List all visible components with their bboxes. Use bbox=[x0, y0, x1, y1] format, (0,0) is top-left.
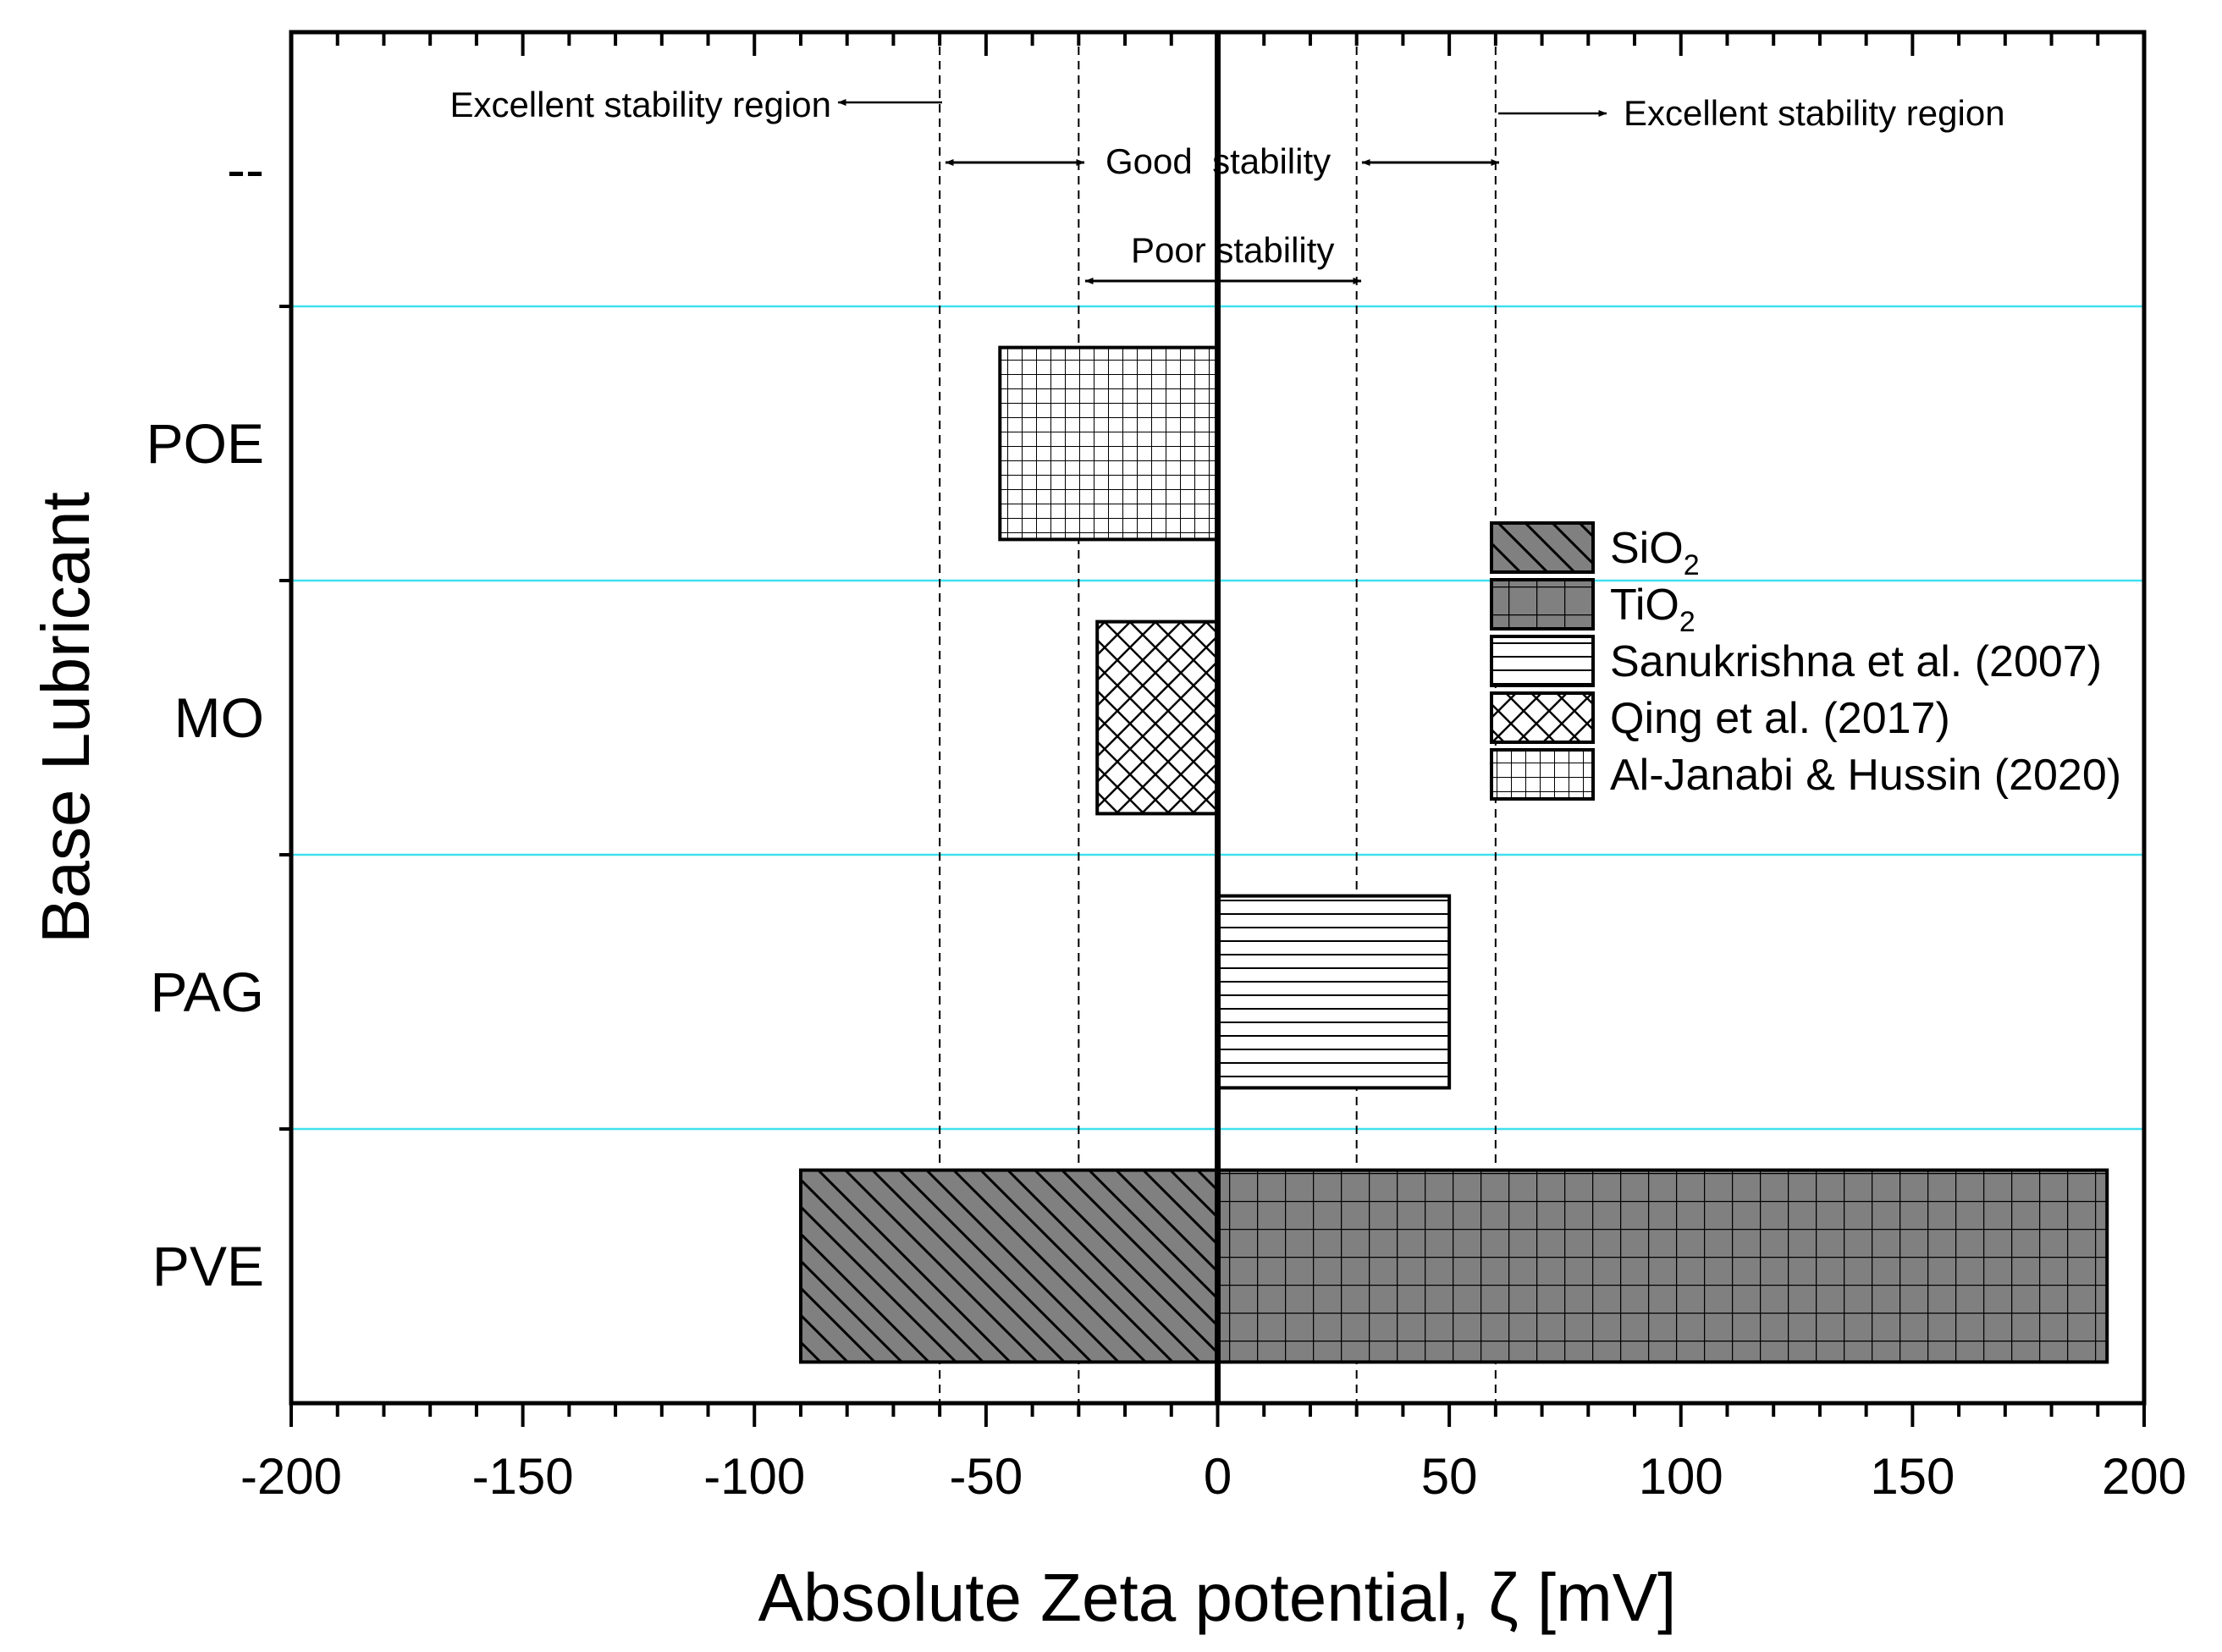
x-axis-tick-labels: -200 -150 -100 -50 0 50 100 150 200 bbox=[240, 1448, 2186, 1505]
bar-sio2 bbox=[798, 1168, 1220, 1364]
legend-swatch bbox=[1490, 635, 1595, 687]
category-label: POE bbox=[146, 412, 264, 475]
x-axis-ticks bbox=[289, 32, 2146, 1427]
legend-label: TiO2 bbox=[1610, 581, 1695, 638]
legend-swatch bbox=[1490, 578, 1595, 631]
y-axis-title: Base Lubricant bbox=[28, 492, 103, 944]
annotation-good: Good stability bbox=[1105, 141, 1331, 181]
bar-tio2 bbox=[1216, 1168, 2109, 1364]
category-label: MO bbox=[174, 686, 264, 749]
stability-annotations: Excellent stability region Excellent sta… bbox=[449, 85, 2005, 284]
legend-label: Al-Janabi & Hussin (2020) bbox=[1610, 751, 2121, 800]
x-tick-label: -100 bbox=[703, 1448, 805, 1505]
annotation-excellent-left: Excellent stability region bbox=[449, 85, 831, 124]
x-tick-label: -200 bbox=[240, 1448, 342, 1505]
legend-swatch bbox=[1490, 521, 1595, 574]
bars bbox=[798, 345, 2109, 1364]
legend-label: SiO2 bbox=[1610, 524, 1700, 581]
legend-label: Sanukrishna et al. (2007) bbox=[1610, 637, 2102, 686]
category-label: PAG bbox=[151, 961, 264, 1023]
legend-label: Qing et al. (2017) bbox=[1610, 694, 1950, 743]
y-axis-category-labels: -- POE MO PAG PVE bbox=[146, 138, 291, 1297]
category-label: PVE bbox=[152, 1235, 264, 1297]
x-tick-label: 150 bbox=[1870, 1448, 1955, 1505]
category-label: -- bbox=[227, 138, 264, 201]
annotation-poor: Poor stability bbox=[1131, 230, 1334, 270]
x-tick-label: 0 bbox=[1204, 1448, 1232, 1505]
legend-swatch bbox=[1490, 748, 1595, 801]
bar-al-janabi-hussin-2020 bbox=[998, 345, 1220, 542]
bar-qing-et-al-2017 bbox=[1095, 620, 1220, 816]
x-tick-label: -150 bbox=[472, 1448, 574, 1505]
legend-swatch bbox=[1490, 691, 1595, 744]
x-tick-label: 200 bbox=[2102, 1448, 2186, 1505]
x-tick-label: 50 bbox=[1421, 1448, 1478, 1505]
x-tick-label: 100 bbox=[1639, 1448, 1723, 1505]
bar-sanukrishna-et-al-2007 bbox=[1216, 894, 1452, 1090]
x-axis-title: Absolute Zeta potential, ζ [mV] bbox=[758, 1560, 1677, 1635]
x-tick-label: -50 bbox=[950, 1448, 1023, 1505]
annotation-excellent-right: Excellent stability region bbox=[1624, 93, 2005, 133]
